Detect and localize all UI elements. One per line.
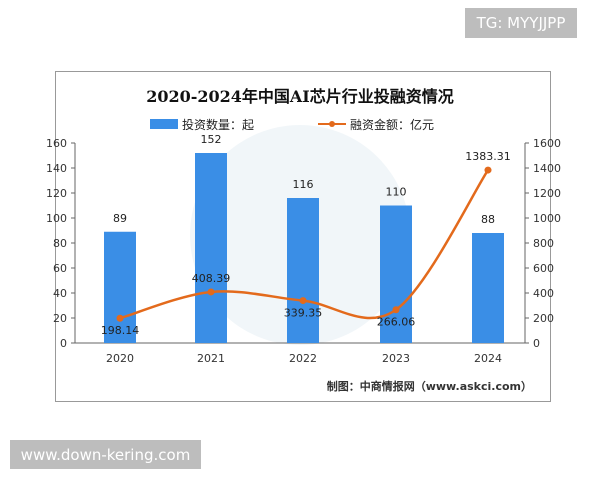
line-point — [484, 166, 492, 174]
line-label: 198.14 — [101, 324, 140, 337]
right-tick-label: 600 — [533, 262, 554, 275]
chart-title: 2020-2024年中国AI芯片行业投融资情况 — [146, 87, 454, 106]
source-note: 制图：中商情报网（www.askci.com） — [327, 379, 532, 393]
x-tick-label: 2021 — [197, 352, 225, 365]
bar-label: 88 — [481, 213, 495, 226]
line-label: 339.35 — [284, 307, 323, 320]
left-tick-label: 0 — [60, 337, 67, 350]
right-tick-label: 1000 — [533, 212, 561, 225]
bar — [287, 198, 319, 343]
bar-label: 110 — [386, 186, 407, 199]
line-series — [119, 169, 490, 320]
bar-label: 89 — [113, 212, 127, 225]
watermark-tag-top: TG: MYYJJPP — [465, 8, 577, 38]
bar — [195, 153, 227, 343]
right-tick-label: 400 — [533, 287, 554, 300]
bar-label: 116 — [293, 178, 314, 191]
line-label: 1383.31 — [465, 150, 511, 163]
x-tick-label: 2024 — [474, 352, 502, 365]
line-point — [207, 288, 215, 296]
legend-label-line: 融资金额：亿元 — [350, 117, 434, 132]
bar-label: 152 — [201, 133, 222, 146]
left-tick-label: 20 — [53, 312, 67, 325]
bar — [380, 205, 412, 343]
left-tick-label: 120 — [46, 187, 67, 200]
line-label: 408.39 — [192, 272, 231, 285]
x-tick-label: 2020 — [106, 352, 134, 365]
left-tick-label: 140 — [46, 162, 67, 175]
right-tick-label: 1200 — [533, 187, 561, 200]
chart-frame — [55, 71, 551, 402]
line-point — [392, 306, 400, 314]
bar — [472, 233, 504, 343]
left-tick-label: 60 — [53, 262, 67, 275]
left-tick-label: 80 — [53, 237, 67, 250]
right-tick-label: 1400 — [533, 162, 561, 175]
x-tick-label: 2022 — [289, 352, 317, 365]
left-tick-label: 40 — [53, 287, 67, 300]
watermark-site-bottom: www.down-kering.com — [10, 440, 201, 469]
bar — [104, 231, 136, 343]
legend-marker-line — [329, 121, 335, 127]
line-point — [116, 314, 124, 322]
left-tick-label: 160 — [46, 137, 67, 150]
right-tick-label: 1600 — [533, 137, 561, 150]
x-tick-label: 2023 — [382, 352, 410, 365]
line-point — [299, 297, 307, 305]
right-tick-label: 800 — [533, 237, 554, 250]
right-tick-label: 200 — [533, 312, 554, 325]
legend-label-bar: 投资数量：起 — [182, 117, 254, 132]
legend-swatch-bar — [150, 119, 178, 129]
right-tick-label: 0 — [533, 337, 540, 350]
left-tick-label: 100 — [46, 212, 67, 225]
line-label: 266.06 — [377, 316, 416, 329]
